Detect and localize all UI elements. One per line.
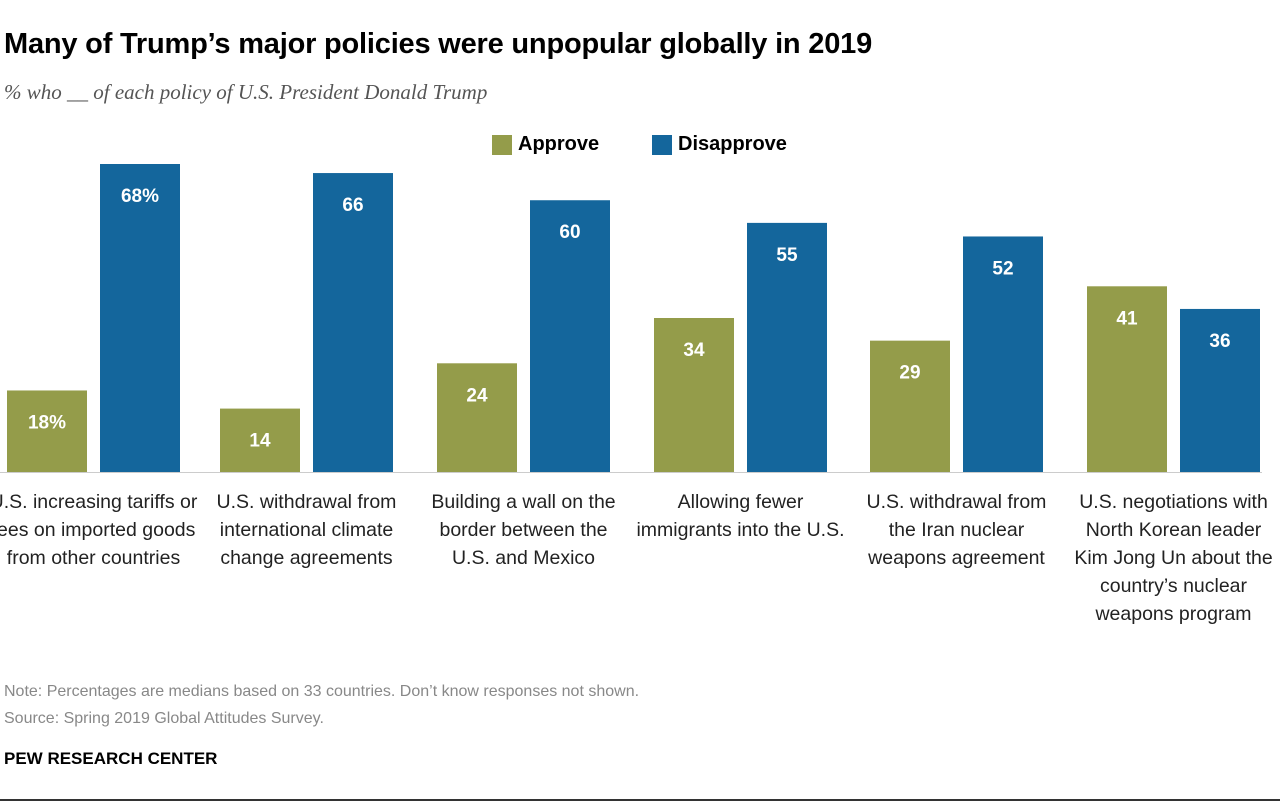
bar-disapprove [1180,308,1260,472]
bar-approve [437,363,517,472]
legend-approve: Approve [492,133,599,156]
legend-label-disapprove: Disapprove [678,133,787,155]
bar-approve [654,318,734,472]
bar-approve [220,408,300,472]
data-label: 14 [249,431,271,452]
pew-credit: PEW RESEARCH CENTER [4,749,218,768]
bar-disapprove [747,222,827,472]
bar-disapprove [963,236,1043,472]
data-label: 41 [1116,308,1138,329]
category-label: U.S. withdrawal from international clima… [216,491,397,569]
category-label: U.S. withdrawal from the Iran nuclear we… [866,491,1047,569]
chart-subtitle: % who __ of each policy of U.S. Presiden… [4,80,488,104]
bar-approve [7,390,87,472]
chart-note: Note: Percentages are medians based on 3… [4,683,640,700]
data-label: 18% [28,412,66,433]
data-label: 52 [992,258,1013,279]
chart-title: Many of Trump’s major policies were unpo… [4,28,873,60]
category-label: U.S. increasing tariffs or fees on impor… [0,491,198,569]
data-label: 36 [1209,331,1230,352]
data-label: 29 [899,363,920,384]
bar-disapprove [313,173,393,472]
bar-disapprove [100,164,180,472]
category-label: Building a wall on the border between th… [431,491,616,569]
category-label: U.S. negotiations with North Korean lead… [1074,491,1273,625]
category-label: Allowing fewer immigrants into the U.S. [636,491,845,541]
data-label: 34 [683,340,705,361]
data-label: 68% [121,186,159,207]
data-label: 66 [342,195,363,216]
legend-swatch-approve [492,134,512,155]
bar-approve [870,340,950,472]
bar-approve [1087,286,1167,472]
legend-swatch-disapprove [652,134,672,155]
data-label: 24 [466,385,488,406]
chart-source: Source: Spring 2019 Global Attitudes Sur… [4,710,324,727]
bottom-rule [0,799,1280,801]
data-label: 60 [559,222,580,243]
bar-disapprove [530,200,610,472]
legend-disapprove: Disapprove [652,133,787,156]
data-label: 55 [776,245,798,266]
legend-label-approve: Approve [518,133,600,155]
